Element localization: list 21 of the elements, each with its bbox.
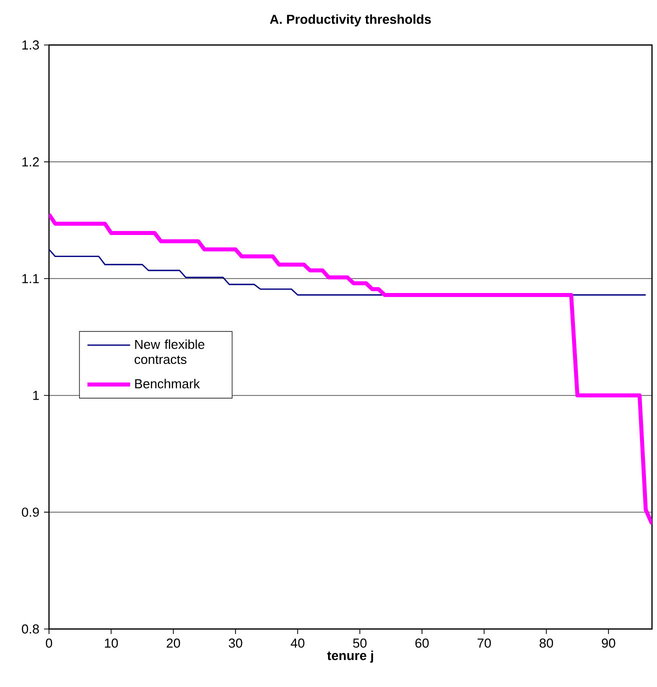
x-tick-label: 0: [46, 638, 52, 648]
x-axis-title: tenure j: [327, 650, 374, 663]
x-tick-label: 40: [290, 638, 304, 648]
x-tick-label: 30: [228, 638, 242, 648]
x-tick-label: 20: [166, 638, 180, 648]
x-tick-label: 90: [602, 638, 616, 648]
legend-label: Benchmark: [135, 378, 200, 388]
y-tick-label: 0.9: [22, 508, 39, 517]
y-tick-label: 0.8: [22, 624, 39, 634]
chart-title: A. Productivity thresholds: [270, 14, 431, 26]
line-series: [49, 212, 652, 526]
x-tick-label: 70: [478, 638, 491, 648]
y-tick-label: 1.2: [22, 157, 39, 166]
x-tick-label: 80: [540, 638, 554, 648]
x-tick-label: 60: [415, 638, 429, 648]
y-tick-label: 1: [33, 390, 39, 400]
x-tick-label: 50: [353, 638, 367, 648]
y-tick-label: 1.1: [22, 274, 39, 284]
x-tick-label: 10: [104, 638, 118, 648]
y-tick-label: 1.3: [22, 40, 39, 50]
legend-label: New flexible contracts: [134, 339, 204, 364]
